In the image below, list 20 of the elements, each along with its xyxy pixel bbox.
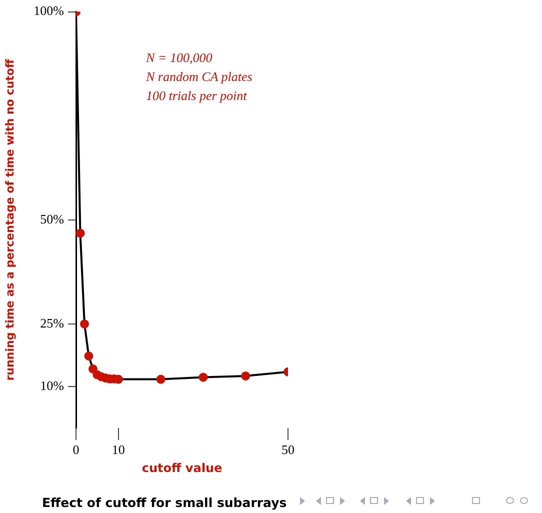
text: Effect of cutoff for small subarrays bbox=[42, 495, 287, 510]
y-tick-label: 100% bbox=[34, 3, 64, 18]
x-tick-label: 0 bbox=[72, 442, 80, 458]
y-tick-label: 25% bbox=[40, 315, 64, 330]
point bbox=[198, 372, 208, 382]
point bbox=[76, 228, 85, 238]
point bbox=[88, 364, 98, 374]
point bbox=[241, 371, 250, 380]
annotation: N = 100,000 bbox=[146, 49, 214, 67]
point bbox=[84, 352, 94, 360]
point bbox=[80, 319, 89, 328]
x-tick-label: 50 bbox=[282, 442, 294, 458]
x-axis-title: cutoff value bbox=[142, 460, 222, 475]
point bbox=[156, 374, 166, 384]
annotation: 100 trials per point bbox=[146, 87, 248, 105]
x-tick-label: 10 bbox=[112, 442, 125, 458]
y-tick-label: 10% bbox=[40, 378, 64, 393]
annotation: N random CA plates bbox=[146, 68, 252, 86]
y-axis-title: running time as a percentage of time with no cutoff bbox=[3, 59, 16, 381]
y-tick-label: 50% bbox=[40, 211, 64, 226]
